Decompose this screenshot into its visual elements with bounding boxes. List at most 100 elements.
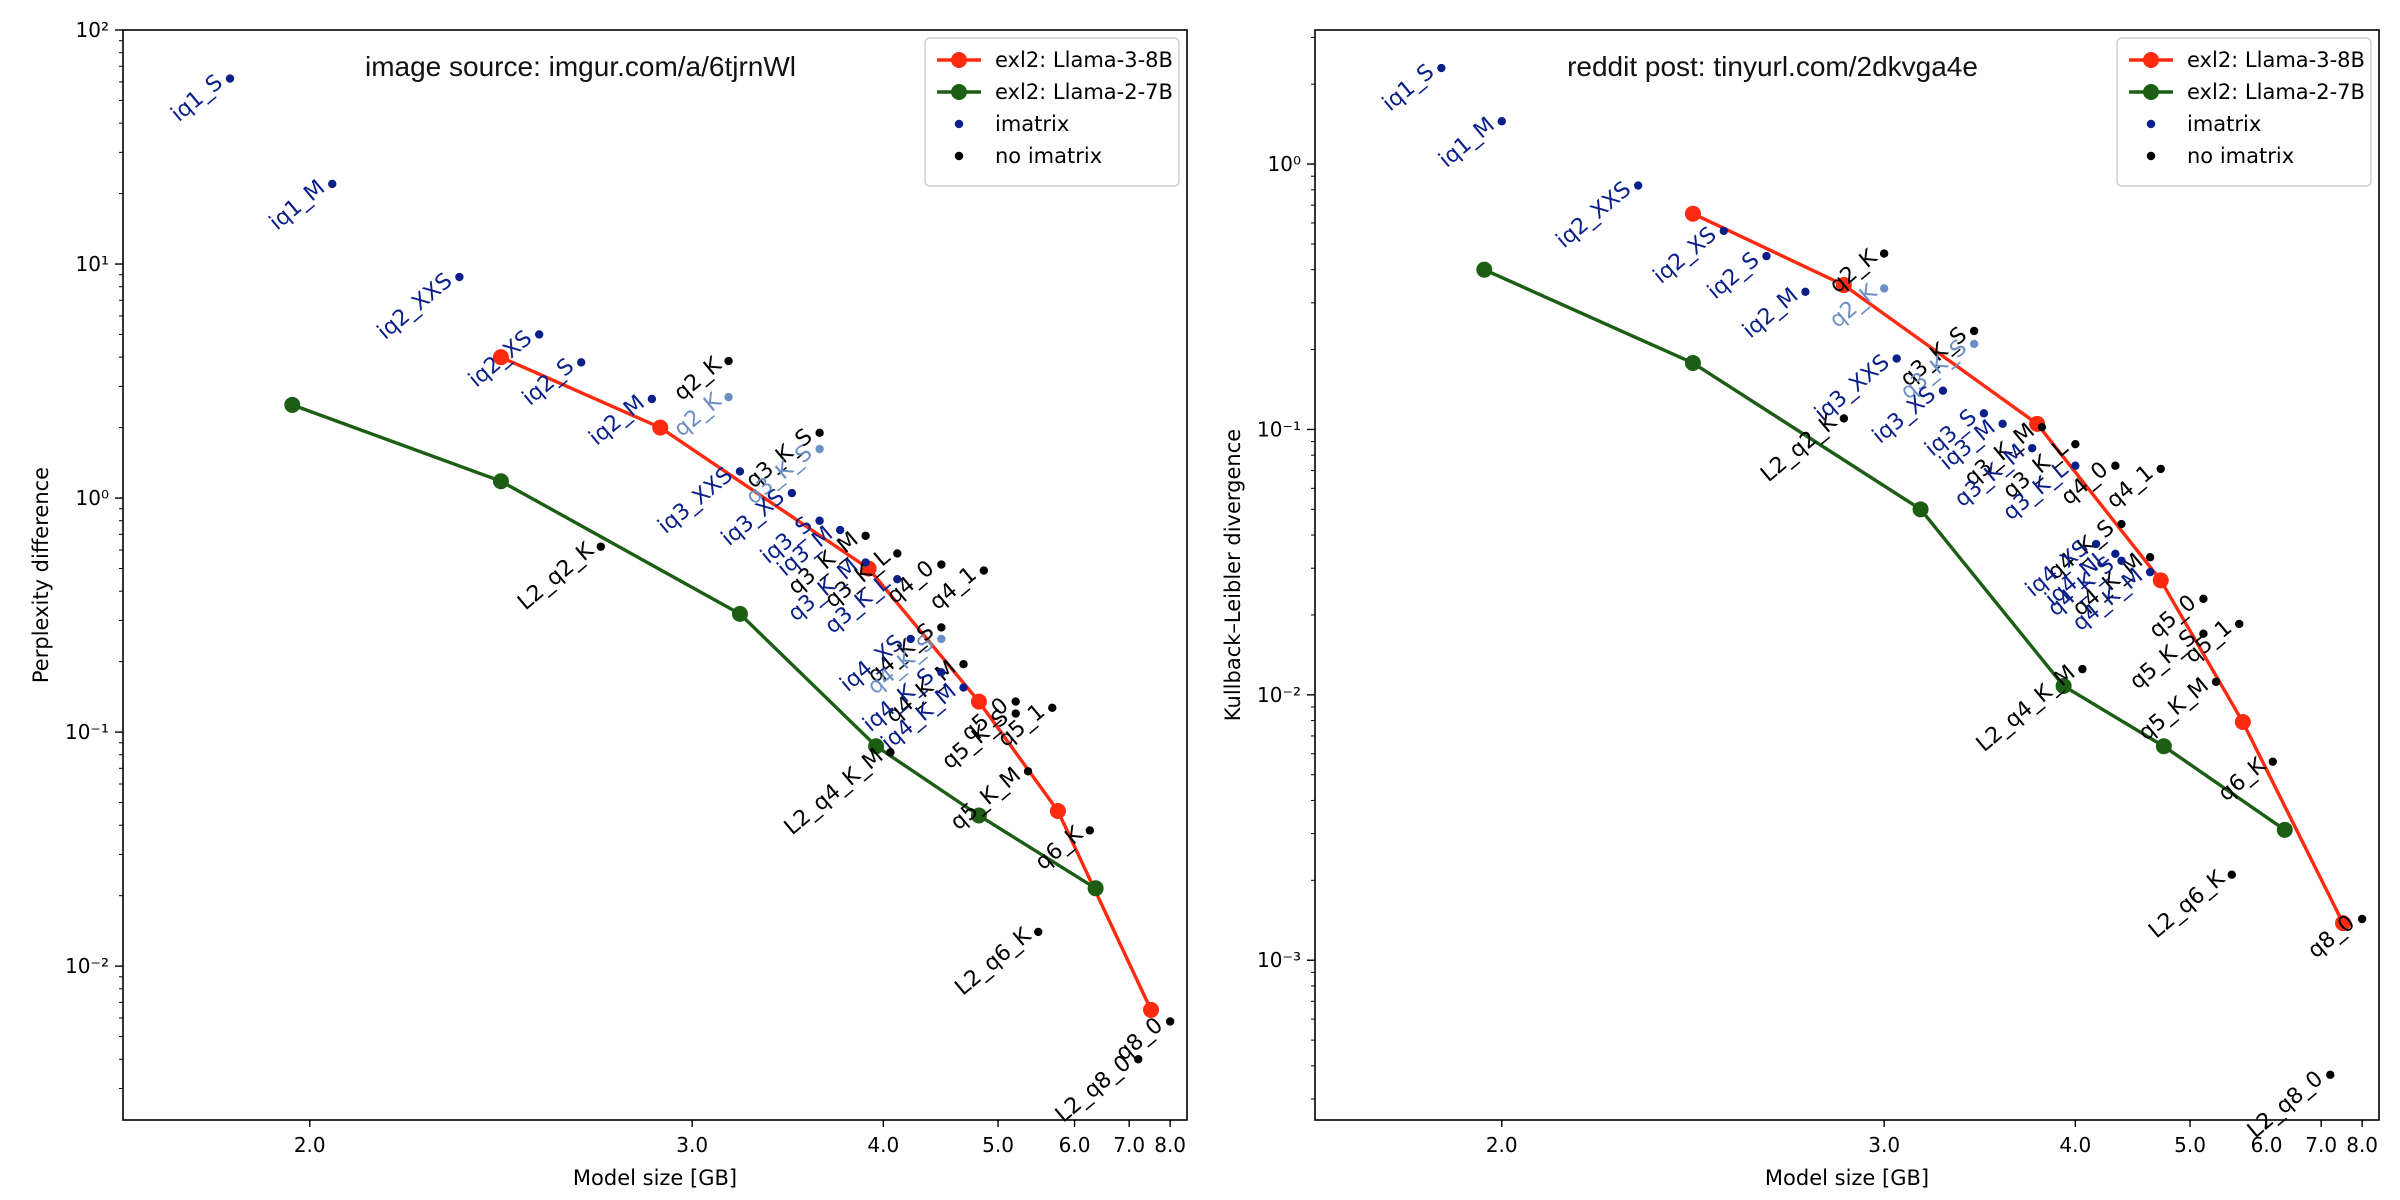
quant-point	[937, 623, 946, 632]
quant-point	[2199, 629, 2208, 638]
y-tick-label: 10⁻²	[1257, 683, 1301, 707]
source-annotation: reddit post: tinyurl.com/2dkvga4e	[1567, 51, 1978, 82]
quant-point	[906, 634, 915, 644]
y-tick-label: 10²	[76, 18, 109, 42]
quant-point	[2111, 461, 2120, 470]
quant-point	[1762, 251, 1771, 261]
quant-point	[1998, 419, 2007, 429]
y-tick-label: 10⁻¹	[65, 720, 109, 744]
point-label: q4_0	[2057, 457, 2114, 510]
legend-marker-swatch	[951, 84, 967, 100]
y-tick-label: 10⁰	[76, 486, 109, 510]
x-tick-label: 2.0	[294, 1133, 326, 1157]
series-line-llama3-8b	[500, 355, 1153, 1011]
point-label: iq1_S	[1378, 60, 1439, 117]
quant-point	[1011, 697, 1020, 706]
quant-point	[893, 549, 902, 558]
point-label: L2_q2_K	[1756, 410, 1842, 488]
point-label: iq1_M	[1434, 113, 1499, 173]
quant-point	[2037, 422, 2047, 432]
quant-point	[2227, 870, 2236, 879]
series-marker	[2152, 572, 2169, 589]
series-marker	[1684, 205, 1701, 222]
series-marker	[2055, 677, 2072, 694]
series-line-llama2-7b	[1483, 268, 2286, 832]
series-marker	[2155, 738, 2172, 755]
point-label: iq2_S	[1703, 248, 1764, 305]
series-marker	[284, 396, 301, 413]
quant-point	[893, 575, 902, 584]
legend-label: exl2: Llama-2-7B	[995, 80, 1173, 104]
quant-point	[2326, 1070, 2335, 1080]
series-line-llama3-8b	[1692, 212, 2345, 924]
source-annotation: image source: imgur.com/a/6tjrnWl	[365, 51, 796, 82]
quant-point	[534, 330, 544, 339]
point-label: iq2_XXS	[1552, 177, 1636, 253]
legend-dot-swatch	[2146, 119, 2156, 129]
legend-label: no imatrix	[995, 144, 1102, 168]
series-marker	[1476, 261, 1493, 278]
series-marker	[1835, 277, 1852, 294]
quant-point	[1134, 1055, 1143, 1064]
x-tick-label: 4.0	[867, 1133, 899, 1157]
y-tick-label: 10⁰	[1268, 152, 1301, 176]
quant-point	[596, 542, 606, 551]
point-label: L2_q6_K	[2144, 866, 2230, 944]
x-axis-label: Model size [GB]	[573, 1166, 737, 1190]
legend-label: imatrix	[2187, 112, 2261, 136]
quant-point	[2091, 539, 2101, 549]
series-marker	[1684, 354, 1701, 371]
quant-point	[2117, 519, 2126, 529]
quant-point	[787, 488, 797, 498]
quant-point	[1801, 287, 1810, 297]
legend-marker-swatch	[2143, 84, 2159, 100]
point-label: iq2_S	[518, 354, 579, 411]
quant-point	[2071, 461, 2080, 470]
y-axis-label: Perplexity difference	[29, 467, 53, 683]
legend-marker-swatch	[951, 52, 967, 68]
x-tick-label: 6.0	[2251, 1133, 2283, 1157]
quant-point	[2357, 914, 2367, 924]
point-label: L2_q8_0	[2243, 1066, 2328, 1143]
legend-label: exl2: Llama-3-8B	[995, 48, 1173, 72]
series-marker	[2276, 821, 2293, 838]
legend-box	[924, 37, 1180, 187]
quant-point	[1034, 927, 1043, 937]
quant-point	[861, 558, 870, 567]
quant-point	[886, 748, 895, 757]
quant-point	[2156, 464, 2165, 474]
series-line-llama2-7b	[291, 403, 1097, 890]
plot-frame	[122, 29, 1188, 1121]
quant-point	[724, 356, 733, 366]
quant-point	[1892, 354, 1901, 363]
x-tick-label: 8.0	[2346, 1133, 2378, 1157]
quant-point	[328, 179, 337, 189]
x-tick-label: 8.0	[1154, 1133, 1186, 1157]
quant-point	[937, 634, 946, 644]
point-label: L2_q4_K_M	[1972, 661, 2080, 758]
quant-point	[1879, 249, 1889, 258]
quant-point	[1165, 1017, 1175, 1026]
x-tick-label: 2.0	[1486, 1133, 1518, 1157]
legend-dot-swatch	[954, 151, 964, 161]
x-tick-label: 4.0	[2059, 1133, 2091, 1157]
point-label: iq2_M	[1738, 283, 1803, 343]
series-marker	[1143, 1001, 1160, 1018]
quant-point	[979, 566, 989, 575]
series-marker	[652, 419, 669, 436]
quant-point	[1023, 767, 1033, 776]
point-label: q8_0	[2303, 910, 2360, 963]
point-label: iq1_S	[167, 70, 228, 127]
quant-point	[577, 358, 586, 367]
quant-point	[1969, 326, 1979, 336]
legend-box	[2116, 37, 2372, 187]
legend: exl2: Llama-3-8B exl2: Llama-2-7B imatrix n…	[2116, 37, 2372, 187]
x-tick-label: 7.0	[1113, 1133, 1145, 1157]
quant-point	[835, 525, 845, 535]
quant-point	[1719, 226, 1728, 236]
y-tick-label: 10¹	[76, 252, 109, 276]
series-marker	[970, 807, 987, 824]
quant-point	[735, 467, 745, 476]
quant-point	[1839, 414, 1849, 423]
point-label: q4_1	[2102, 460, 2159, 513]
